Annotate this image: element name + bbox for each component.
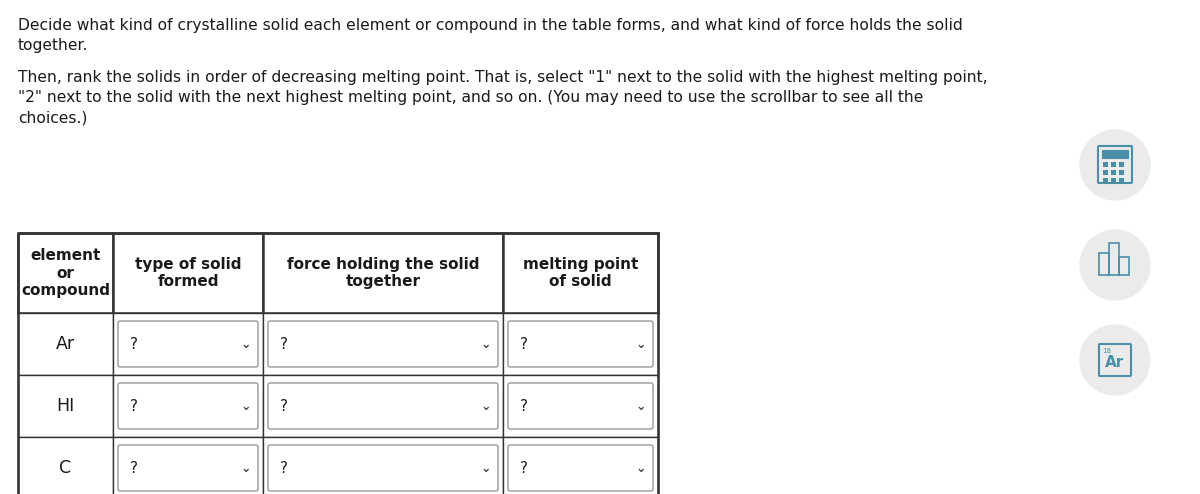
Bar bbox=[1111, 178, 1116, 183]
FancyBboxPatch shape bbox=[508, 383, 653, 429]
Bar bbox=[1102, 150, 1128, 158]
Bar bbox=[113, 437, 263, 494]
Text: 18: 18 bbox=[1103, 348, 1111, 354]
Text: ⌄: ⌄ bbox=[241, 337, 251, 351]
Text: ?: ? bbox=[130, 399, 138, 413]
Bar bbox=[263, 375, 503, 437]
Bar bbox=[113, 313, 263, 375]
Text: ⌄: ⌄ bbox=[481, 461, 491, 475]
Text: Then, rank the solids in order of decreasing melting point. That is, select "1" : Then, rank the solids in order of decrea… bbox=[18, 70, 988, 85]
Text: ?: ? bbox=[520, 336, 528, 352]
Text: ⌄: ⌄ bbox=[636, 337, 647, 351]
FancyBboxPatch shape bbox=[118, 445, 258, 491]
Circle shape bbox=[1080, 230, 1150, 300]
Bar bbox=[1103, 162, 1108, 167]
Text: ?: ? bbox=[280, 399, 288, 413]
Text: ⌄: ⌄ bbox=[241, 400, 251, 412]
Bar bbox=[18, 375, 113, 437]
Text: Ar: Ar bbox=[1105, 355, 1124, 370]
Bar bbox=[263, 313, 503, 375]
Text: Decide what kind of crystalline solid each element or compound in the table form: Decide what kind of crystalline solid ea… bbox=[18, 18, 962, 33]
Text: ⌄: ⌄ bbox=[481, 400, 491, 412]
Text: type of solid
formed: type of solid formed bbox=[134, 257, 241, 289]
Bar bbox=[1111, 162, 1116, 167]
Bar bbox=[18, 233, 658, 494]
Bar bbox=[1111, 170, 1116, 175]
Text: element
or
compound: element or compound bbox=[22, 248, 110, 298]
Bar bbox=[113, 375, 263, 437]
Bar bbox=[1103, 178, 1108, 183]
Text: ?: ? bbox=[130, 336, 138, 352]
FancyBboxPatch shape bbox=[268, 321, 498, 367]
FancyBboxPatch shape bbox=[118, 321, 258, 367]
Text: ⌄: ⌄ bbox=[636, 400, 647, 412]
Text: together.: together. bbox=[18, 38, 89, 53]
Bar bbox=[503, 437, 658, 494]
Text: HI: HI bbox=[56, 397, 74, 415]
Circle shape bbox=[1080, 130, 1150, 200]
FancyBboxPatch shape bbox=[508, 321, 653, 367]
Bar bbox=[1099, 253, 1109, 275]
Bar bbox=[113, 233, 263, 313]
Bar bbox=[18, 233, 113, 313]
Text: ?: ? bbox=[130, 460, 138, 476]
Bar bbox=[503, 233, 658, 313]
Bar bbox=[1120, 257, 1129, 275]
Text: choices.): choices.) bbox=[18, 110, 88, 125]
Text: Ar: Ar bbox=[56, 335, 76, 353]
FancyBboxPatch shape bbox=[118, 383, 258, 429]
Circle shape bbox=[1080, 325, 1150, 395]
Text: melting point
of solid: melting point of solid bbox=[523, 257, 638, 289]
Text: ?: ? bbox=[280, 460, 288, 476]
Bar bbox=[18, 437, 113, 494]
Text: force holding the solid
together: force holding the solid together bbox=[287, 257, 479, 289]
Text: ?: ? bbox=[520, 460, 528, 476]
Bar bbox=[263, 437, 503, 494]
Bar bbox=[503, 375, 658, 437]
Text: "2" next to the solid with the next highest melting point, and so on. (You may n: "2" next to the solid with the next high… bbox=[18, 90, 923, 105]
Text: ?: ? bbox=[520, 399, 528, 413]
Bar bbox=[1103, 170, 1108, 175]
Bar bbox=[1109, 243, 1120, 275]
FancyBboxPatch shape bbox=[268, 445, 498, 491]
Text: C: C bbox=[60, 459, 72, 477]
Text: ⌄: ⌄ bbox=[636, 461, 647, 475]
Bar bbox=[1120, 162, 1124, 167]
Bar bbox=[503, 313, 658, 375]
Bar bbox=[263, 233, 503, 313]
Bar bbox=[1120, 170, 1124, 175]
Bar bbox=[1120, 178, 1124, 183]
Text: ⌄: ⌄ bbox=[241, 461, 251, 475]
FancyBboxPatch shape bbox=[268, 383, 498, 429]
FancyBboxPatch shape bbox=[508, 445, 653, 491]
Text: ?: ? bbox=[280, 336, 288, 352]
Bar bbox=[18, 313, 113, 375]
Text: ⌄: ⌄ bbox=[481, 337, 491, 351]
